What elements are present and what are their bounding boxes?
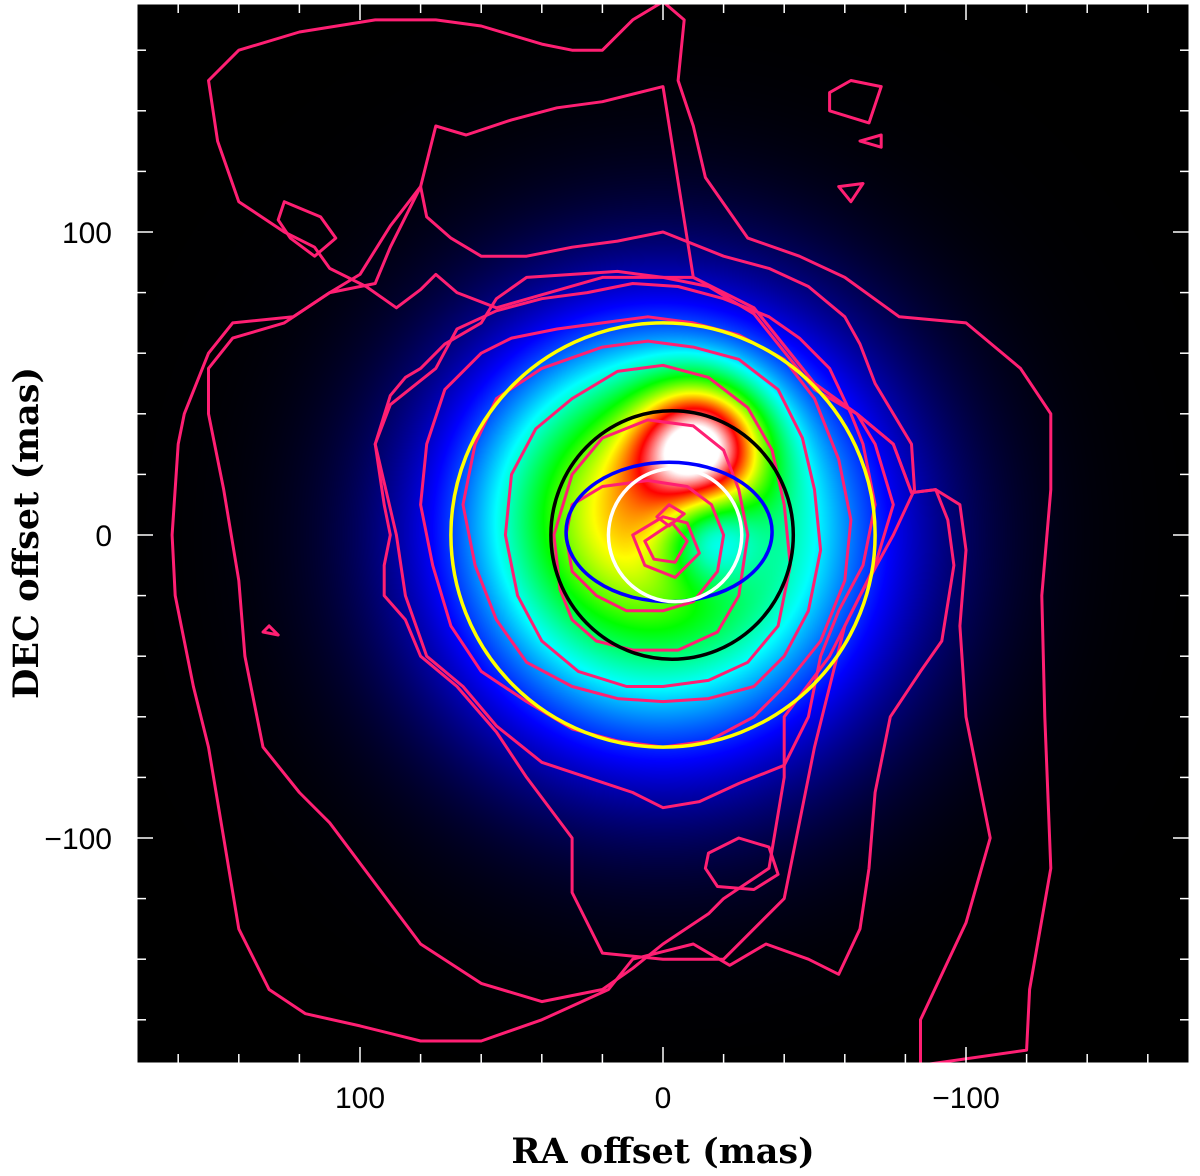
x-axis-label: RA offset (mas) [511,1131,814,1172]
plot-area [137,4,1189,1063]
black-ellipse [549,409,796,661]
contour-17 [261,624,280,637]
contour-4 [419,315,853,749]
ellipse-layer [449,321,877,749]
contour-11 [655,503,686,528]
white-ellipse [606,466,744,604]
y-tick-labels: 100 0 −100 [44,217,112,856]
x-tick-label: −100 [932,1082,1000,1115]
contour-15 [858,133,883,149]
contour-6 [503,363,792,688]
x-tick-label: 0 [655,1082,672,1115]
x-tick-label: 100 [335,1082,385,1115]
contour-8 [564,479,726,613]
contour-2 [207,185,916,1004]
contour-layer [170,4,1053,1063]
contour-7 [552,418,750,652]
intensity-heatmap [137,4,1189,1063]
contour-9 [631,515,701,579]
y-axis-label: DEC offset (mas) [6,367,47,699]
contour-13 [276,200,338,258]
contour-16 [837,182,865,204]
y-tick-label: 100 [62,217,112,250]
y-tick-label: −100 [44,823,112,856]
contour-3 [373,282,877,810]
yellow-ellipse [449,321,877,749]
contour-1 [170,85,956,1043]
contour-12 [703,836,780,891]
x-tick-labels: 100 0 −100 [335,1082,1000,1115]
tick-marks [137,4,1189,1063]
contour-14 [828,79,883,125]
y-tick-label: 0 [95,520,112,553]
contour-5 [461,339,823,704]
